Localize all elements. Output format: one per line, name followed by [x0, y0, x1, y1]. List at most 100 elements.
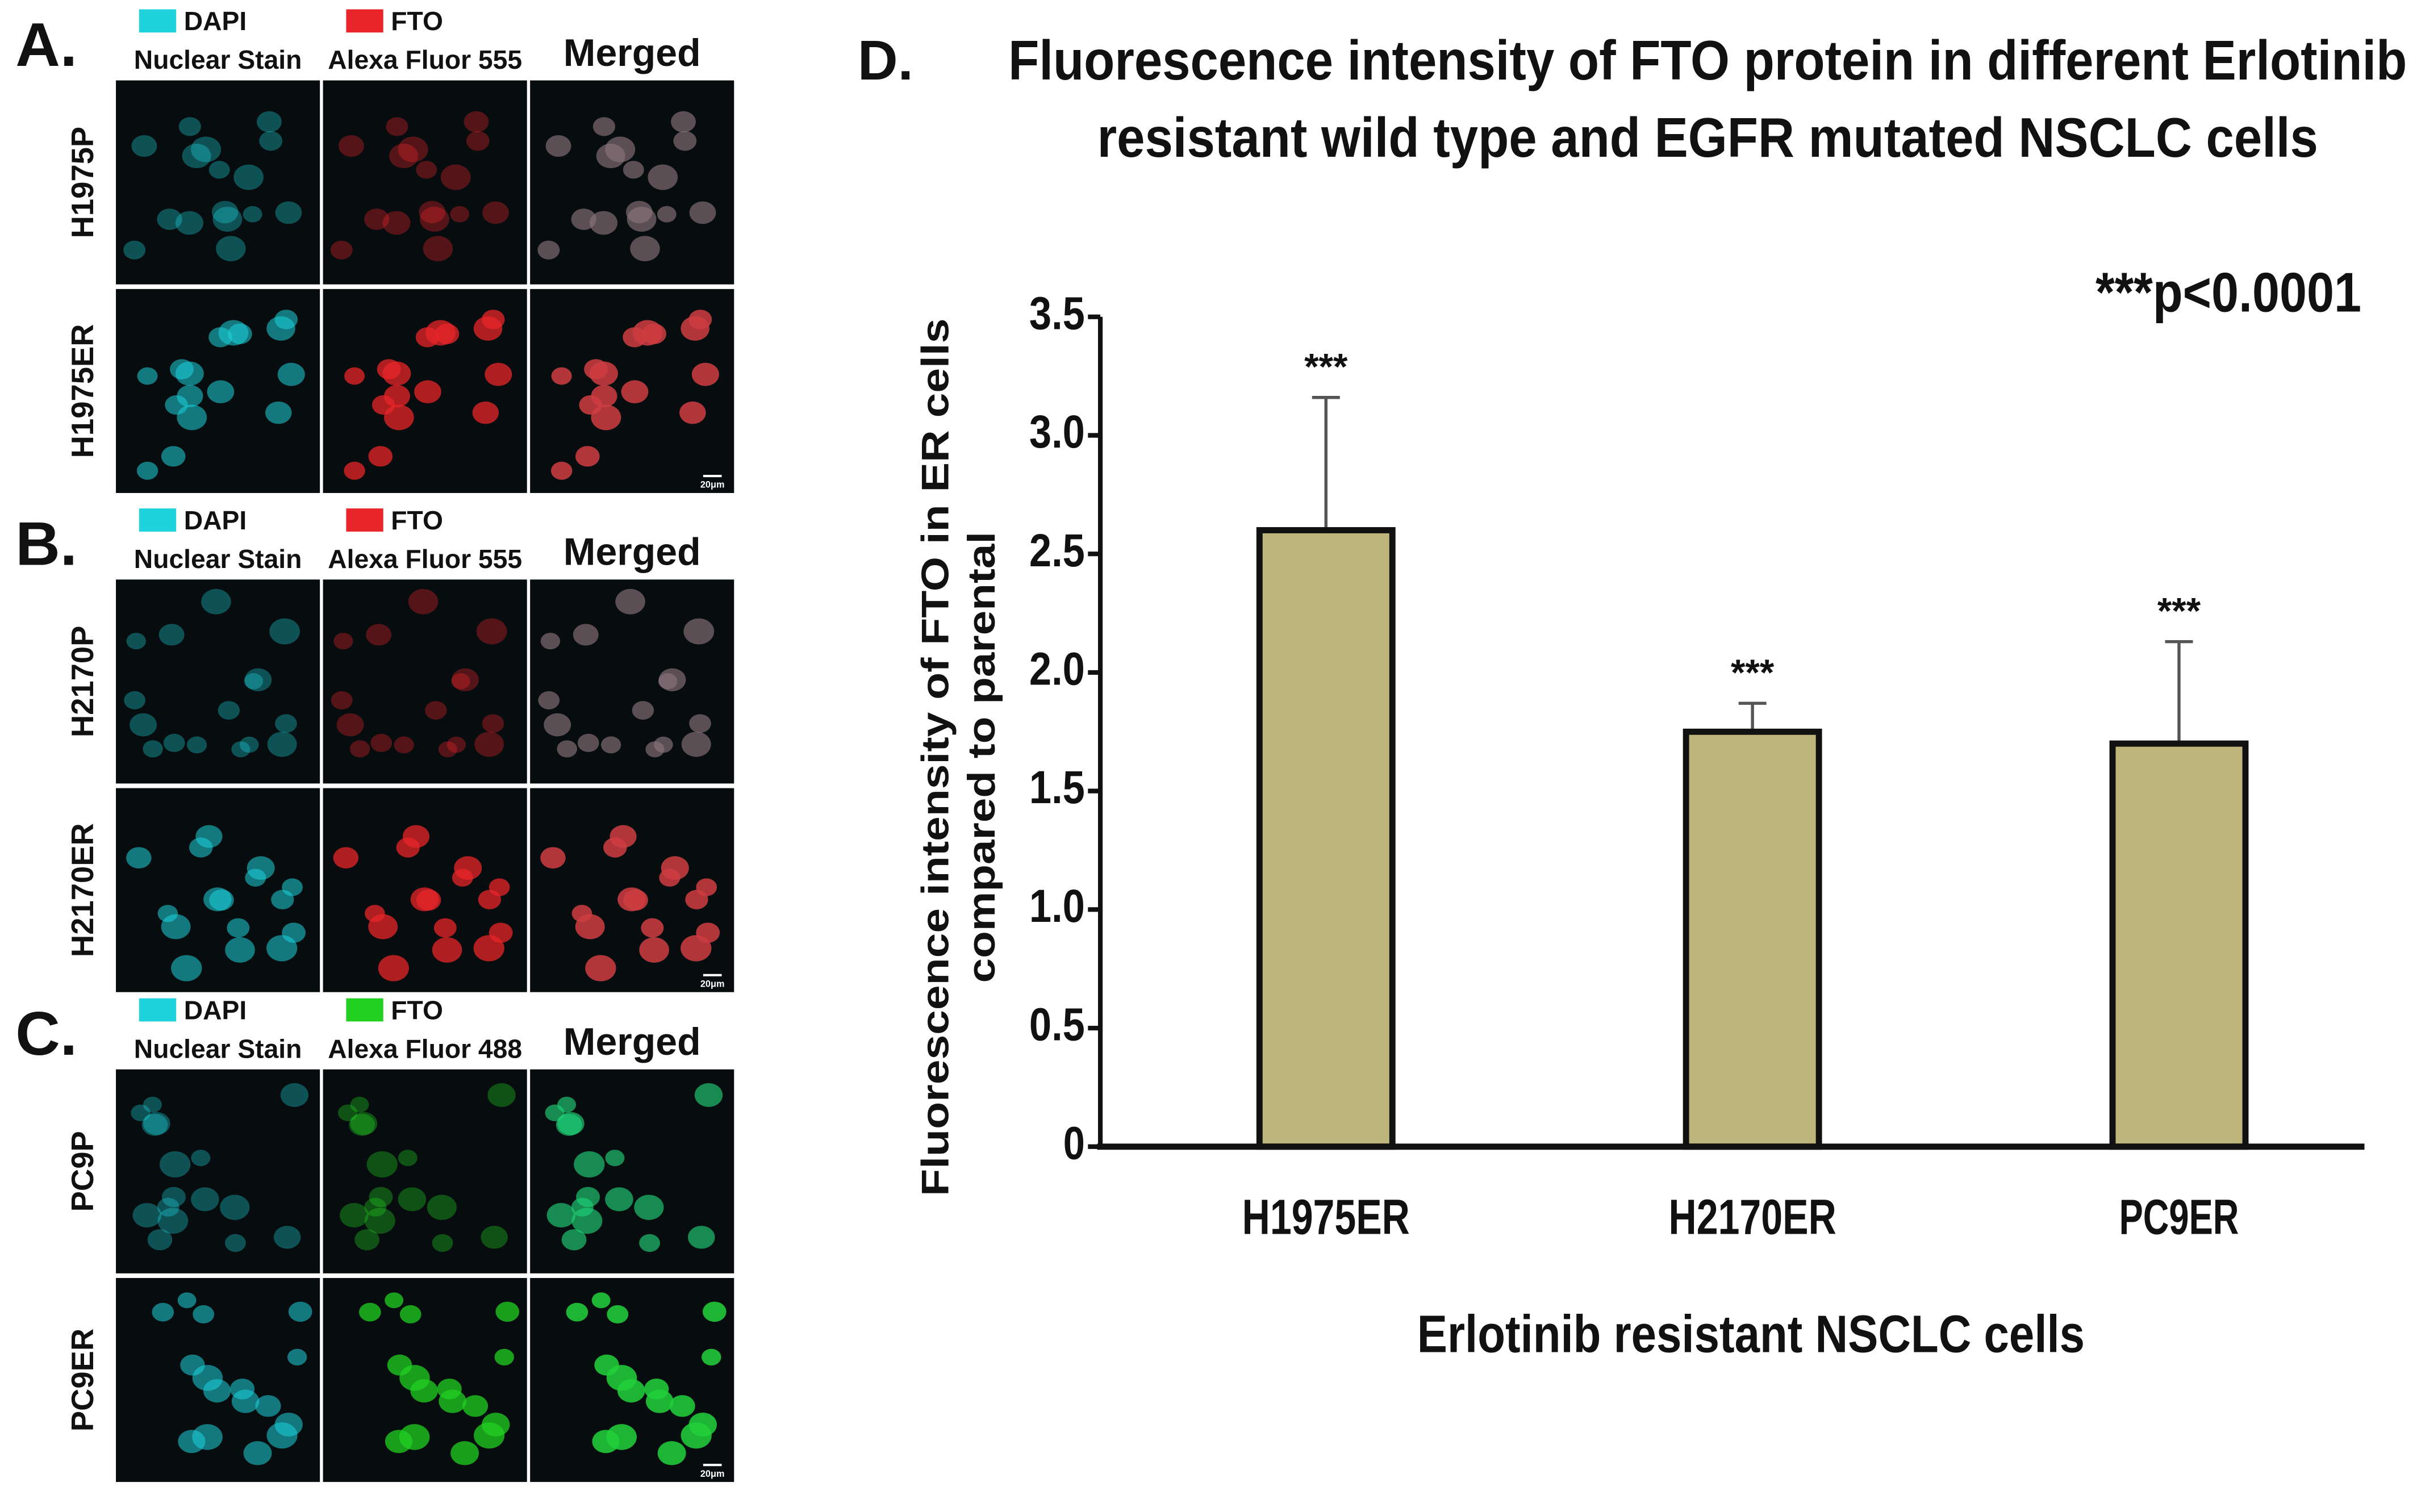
nucleus: [450, 206, 470, 223]
nucleus: [673, 131, 697, 151]
nucleus: [641, 918, 664, 938]
nucleus: [255, 1395, 281, 1417]
nucleus: [161, 446, 186, 467]
nucleus: [571, 1208, 603, 1234]
nucleus: [632, 320, 663, 346]
nucleus: [452, 668, 479, 692]
nucleus: [634, 1194, 664, 1220]
nucleus: [689, 201, 716, 224]
legend-swatch: [139, 508, 177, 532]
row-label: H2170ER: [65, 823, 100, 957]
nucleus: [671, 111, 696, 133]
nucleus: [364, 208, 390, 230]
nucleus: [191, 1150, 211, 1167]
channel-title: Merged: [563, 531, 701, 574]
nucleus: [282, 878, 303, 896]
nucleus: [551, 367, 572, 385]
nucleus: [545, 135, 571, 157]
channel-subtitle: Alexa Fluor 555: [328, 544, 522, 574]
scale-bar-label: 20μm: [700, 1469, 725, 1479]
nucleus: [186, 736, 207, 754]
micrograph: [530, 1069, 734, 1273]
nucleus: [545, 1104, 565, 1121]
y-tick-label: 1.5: [1029, 762, 1085, 813]
nucleus: [178, 1430, 206, 1453]
nucleus: [368, 446, 393, 467]
nucleus: [141, 1113, 168, 1136]
nucleus: [577, 733, 599, 753]
nucleus: [365, 905, 385, 922]
micrograph: [530, 80, 734, 285]
nucleus: [344, 461, 365, 480]
micrograph: [323, 80, 527, 285]
nucleus: [425, 320, 456, 346]
nucleus: [275, 201, 302, 224]
nucleus: [337, 1104, 358, 1121]
nucleus: [605, 136, 636, 162]
nucleus: [212, 206, 243, 232]
nucleus: [244, 673, 264, 690]
nucleus: [158, 624, 185, 646]
nucleus: [681, 732, 711, 757]
nucleus: [201, 588, 231, 615]
channel-subtitle: Alexa Fluor 488: [328, 1034, 522, 1063]
nucleus: [573, 624, 599, 646]
nucleus: [425, 701, 447, 720]
nucleus: [566, 1302, 588, 1322]
nucleus: [495, 1301, 520, 1322]
nucleus: [175, 211, 203, 235]
nucleus: [399, 1365, 430, 1391]
nucleus: [157, 1208, 189, 1234]
scale-bar-label: 20μm: [700, 480, 725, 490]
legend-label: DAPI: [184, 6, 247, 36]
nucleus: [398, 136, 428, 162]
nucleus: [464, 111, 489, 133]
row-label: PC9ER: [65, 1329, 100, 1431]
nucleus: [537, 240, 560, 260]
nucleus: [571, 208, 596, 230]
nucleus: [623, 889, 648, 911]
nucleus: [178, 117, 201, 136]
nucleus: [171, 955, 202, 981]
nucleus: [195, 825, 223, 848]
nucleus: [275, 714, 297, 733]
nucleus: [577, 733, 599, 753]
nucleus: [423, 236, 453, 261]
nucleus: [192, 1365, 223, 1391]
legend-label: FTO: [391, 506, 443, 535]
channel-subtitle: Alexa Fluor 555: [328, 45, 522, 74]
nucleus: [482, 714, 504, 733]
nucleus: [623, 161, 644, 179]
nucleus: [269, 618, 300, 645]
nucleus: [601, 736, 621, 754]
nucleus: [416, 161, 437, 179]
nucleus: [482, 201, 509, 224]
row-label: H2170P: [65, 626, 100, 738]
nucleus: [694, 1083, 723, 1107]
nucleus: [231, 1389, 260, 1413]
nucleus: [561, 1229, 587, 1251]
nucleus: [193, 1305, 215, 1323]
nucleus: [288, 1301, 312, 1322]
nucleus: [689, 714, 711, 733]
nucleus: [605, 136, 636, 162]
nucleus: [333, 847, 359, 869]
nucleus: [165, 395, 188, 415]
nucleus: [433, 918, 457, 938]
nucleus: [439, 1389, 466, 1413]
nucleus: [540, 633, 561, 650]
nucleus: [702, 1348, 721, 1365]
nucleus: [472, 401, 499, 424]
nucleus: [679, 401, 706, 424]
nucleus: [702, 1301, 727, 1322]
nucleus: [605, 1187, 633, 1212]
nucleus: [227, 918, 250, 938]
nucleus: [208, 161, 230, 179]
row-label: H1975P: [65, 127, 100, 239]
nucleus: [211, 201, 239, 224]
nucleus: [632, 701, 654, 720]
nucleus: [220, 1194, 250, 1220]
chart-title: Fluorescence intensity of FTO protein in…: [1008, 29, 2407, 91]
nucleus: [610, 825, 637, 848]
